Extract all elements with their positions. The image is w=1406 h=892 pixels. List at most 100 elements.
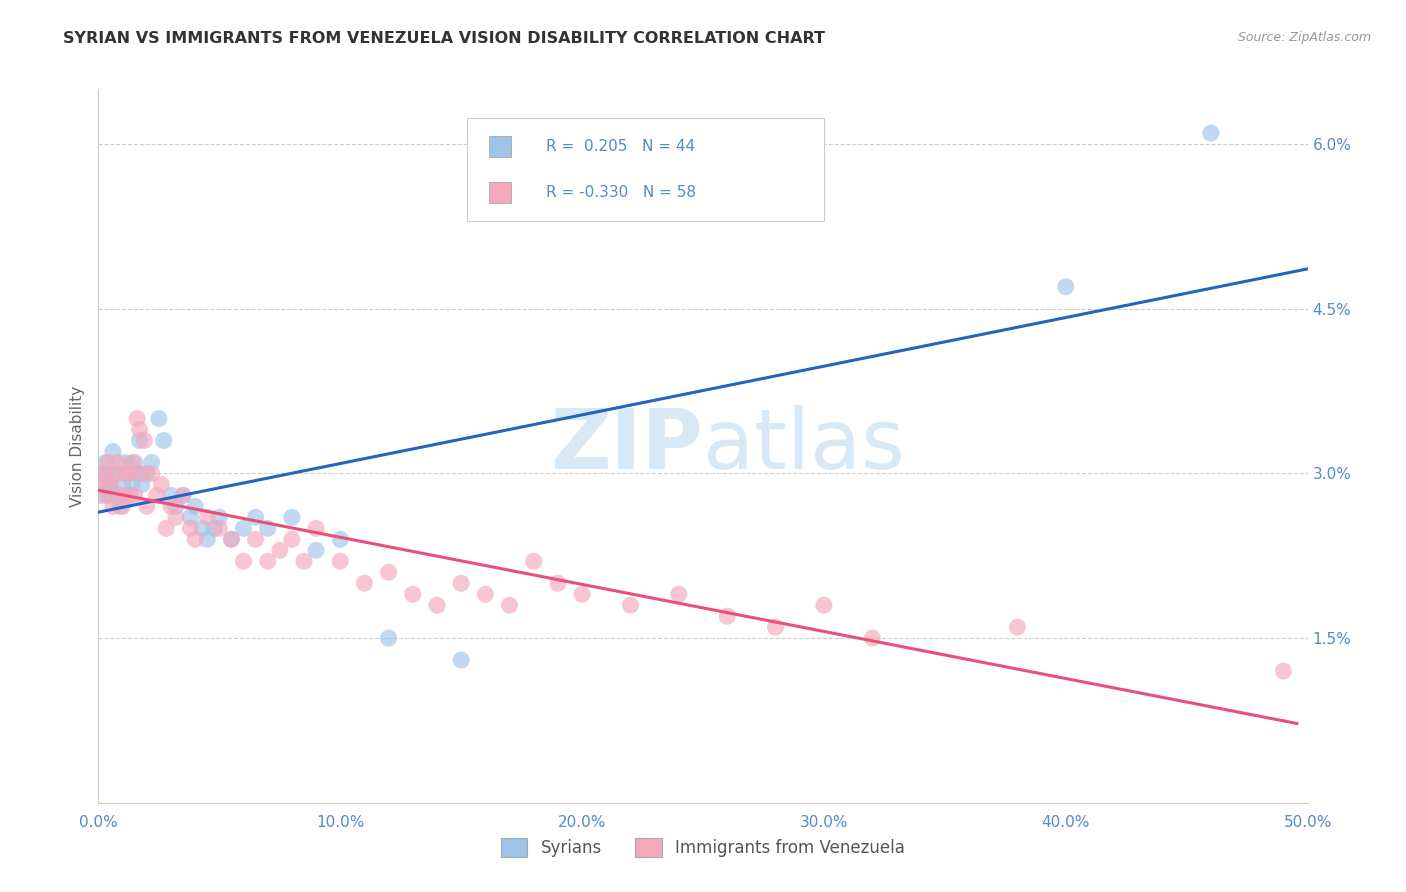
Point — [111, 477, 134, 491]
Point — [232, 521, 254, 535]
Point — [97, 455, 120, 469]
Point — [128, 423, 150, 437]
Point — [208, 510, 231, 524]
Point — [114, 467, 136, 481]
Point — [450, 576, 472, 591]
Point — [221, 533, 243, 547]
Point — [94, 477, 117, 491]
Point — [100, 477, 122, 491]
Point — [1199, 126, 1222, 140]
Point — [155, 521, 177, 535]
Point — [101, 444, 124, 458]
Point — [269, 543, 291, 558]
Text: R =  0.205   N = 44: R = 0.205 N = 44 — [546, 139, 695, 154]
Point — [195, 510, 218, 524]
Point — [179, 510, 201, 524]
Point — [160, 500, 183, 514]
Point — [281, 510, 304, 524]
Point — [716, 609, 738, 624]
Point — [523, 554, 546, 568]
Point — [179, 521, 201, 535]
Point — [131, 467, 153, 481]
Point — [124, 488, 146, 502]
Point — [329, 533, 352, 547]
Point — [1007, 620, 1029, 634]
Point — [172, 488, 194, 502]
Point — [100, 488, 122, 502]
Point — [668, 587, 690, 601]
Point — [498, 598, 520, 612]
Point — [377, 566, 399, 580]
Point — [141, 455, 163, 469]
Text: SYRIAN VS IMMIGRANTS FROM VENEZUELA VISION DISABILITY CORRELATION CHART: SYRIAN VS IMMIGRANTS FROM VENEZUELA VISI… — [63, 31, 825, 46]
Point — [148, 411, 170, 425]
Point — [245, 510, 267, 524]
FancyBboxPatch shape — [489, 182, 510, 203]
Point — [108, 500, 131, 514]
Point — [474, 587, 496, 601]
Point — [111, 500, 134, 514]
Point — [104, 467, 127, 481]
Point — [117, 467, 139, 481]
Point — [121, 455, 143, 469]
Point — [134, 434, 156, 448]
Point — [127, 411, 149, 425]
Point — [160, 488, 183, 502]
Point — [619, 598, 641, 612]
Point — [377, 631, 399, 645]
Point — [90, 488, 112, 502]
Point — [281, 533, 304, 547]
Point — [135, 500, 157, 514]
Point — [765, 620, 787, 634]
Point — [90, 477, 112, 491]
Point — [426, 598, 449, 612]
Text: atlas: atlas — [703, 406, 904, 486]
Point — [402, 587, 425, 601]
Point — [121, 477, 143, 491]
Point — [256, 521, 278, 535]
Point — [100, 477, 122, 491]
Point — [124, 455, 146, 469]
Point — [256, 554, 278, 568]
Point — [107, 455, 129, 469]
Point — [118, 488, 141, 502]
Point — [101, 500, 124, 514]
Point — [165, 510, 187, 524]
Point — [117, 488, 139, 502]
Point — [94, 455, 117, 469]
Point — [329, 554, 352, 568]
Point — [107, 488, 129, 502]
Point — [97, 467, 120, 481]
Point — [204, 521, 226, 535]
Point — [221, 533, 243, 547]
Y-axis label: Vision Disability: Vision Disability — [69, 385, 84, 507]
Point — [305, 521, 328, 535]
Point — [108, 488, 131, 502]
Text: Source: ZipAtlas.com: Source: ZipAtlas.com — [1237, 31, 1371, 45]
Point — [184, 500, 207, 514]
Point — [571, 587, 593, 601]
Point — [292, 554, 315, 568]
Point — [141, 467, 163, 481]
Point — [131, 477, 153, 491]
Point — [450, 653, 472, 667]
Point — [150, 477, 173, 491]
Point — [232, 554, 254, 568]
Point — [128, 434, 150, 448]
Point — [305, 543, 328, 558]
Point — [152, 434, 174, 448]
Point — [245, 533, 267, 547]
Legend: Syrians, Immigrants from Venezuela: Syrians, Immigrants from Venezuela — [492, 830, 914, 866]
Point — [145, 488, 167, 502]
Point — [191, 521, 214, 535]
Point — [813, 598, 835, 612]
Point — [208, 521, 231, 535]
Point — [114, 455, 136, 469]
Point — [860, 631, 883, 645]
Point — [104, 467, 127, 481]
Point — [165, 500, 187, 514]
Point — [118, 467, 141, 481]
Point — [1054, 280, 1077, 294]
Point — [94, 488, 117, 502]
Point — [353, 576, 375, 591]
